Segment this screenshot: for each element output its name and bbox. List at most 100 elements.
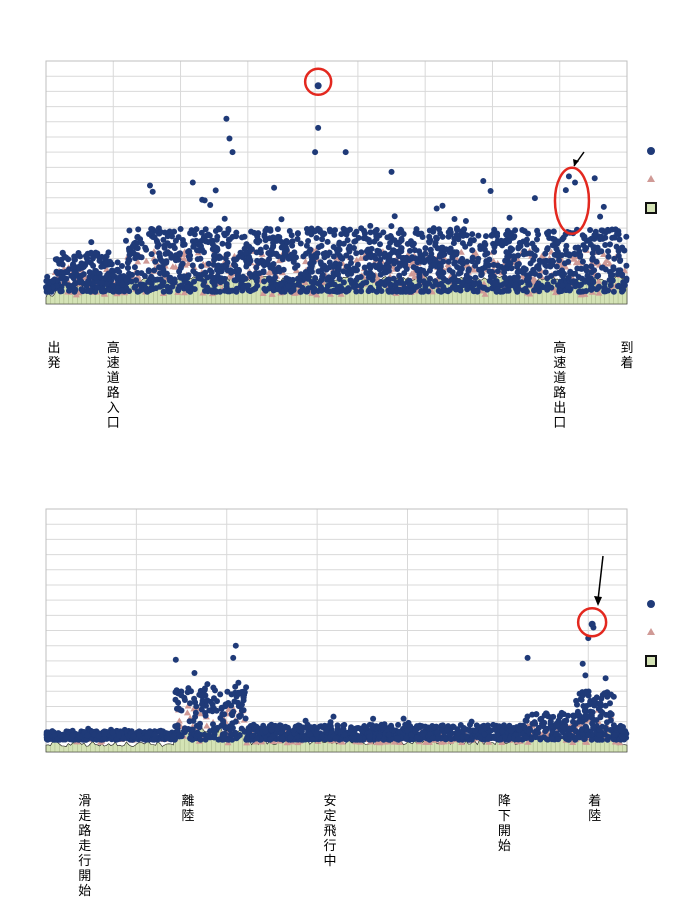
z-axis-point [176, 251, 183, 258]
z-axis-point [221, 230, 228, 237]
z-axis-point [519, 227, 526, 233]
z-axis-point [84, 288, 90, 294]
z-axis-point [395, 721, 402, 728]
z-axis-point [148, 274, 155, 281]
z-axis-point [460, 232, 466, 239]
z-axis-point [386, 256, 393, 263]
z-axis-point [415, 231, 422, 237]
z-axis-point [454, 226, 460, 233]
z-axis-point [367, 265, 374, 272]
z-axis-point [172, 256, 179, 263]
z-axis-point [577, 288, 584, 295]
z-axis-point [234, 273, 241, 280]
z-axis-point [468, 718, 475, 725]
z-axis-point [389, 288, 396, 295]
y-axis-point [103, 265, 111, 272]
z-axis-point [431, 724, 437, 731]
z-axis-point [217, 691, 224, 698]
z-axis-point [404, 727, 411, 734]
z-axis-point [71, 253, 78, 260]
z-axis-point [439, 202, 446, 209]
z-axis-point [522, 285, 529, 292]
z-axis-point [190, 717, 197, 724]
z-axis-point [254, 257, 261, 264]
z-axis-point [191, 278, 197, 285]
z-axis-point [215, 736, 222, 743]
z-axis-point [309, 736, 316, 743]
z-axis-point [156, 253, 163, 260]
z-axis-point [123, 237, 129, 244]
z-axis-point [574, 708, 581, 715]
z-axis-point [252, 285, 259, 292]
z-axis-point [166, 275, 173, 282]
z-axis-point [210, 274, 217, 281]
z-axis-point [253, 264, 260, 271]
z-axis-point [237, 712, 244, 719]
z-axis-point [221, 275, 228, 282]
z-axis-point [49, 728, 56, 735]
z-axis-point [506, 722, 513, 729]
z-axis-point [436, 253, 443, 260]
z-axis-point [433, 234, 439, 241]
z-axis-point [92, 275, 99, 281]
z-axis-point [267, 736, 274, 743]
z-axis-point [483, 233, 489, 240]
z-axis-point [391, 247, 397, 254]
z-axis-point [198, 692, 205, 699]
data-marks [43, 82, 630, 305]
z-axis-point [607, 282, 614, 289]
z-axis-point [188, 285, 195, 292]
z-axis-point [126, 257, 133, 264]
z-axis-point [368, 254, 375, 261]
z-axis-point [229, 149, 236, 156]
z-axis-point [240, 707, 247, 714]
z-axis-point [535, 231, 542, 238]
z-axis-point [531, 287, 537, 294]
z-axis-point [394, 266, 401, 272]
z-axis-point [566, 251, 573, 258]
z-axis-point [619, 734, 626, 741]
z-axis-point [176, 268, 183, 275]
z-axis-point [82, 253, 89, 259]
z-axis-point [481, 731, 488, 738]
z-axis-point [324, 238, 331, 245]
z-axis-point [555, 238, 562, 245]
z-axis-point [315, 124, 322, 131]
z-axis-point [245, 725, 252, 731]
z-axis-point [172, 696, 179, 703]
z-axis-point [321, 722, 328, 729]
z-axis-point [597, 714, 604, 721]
z-axis-point [585, 274, 592, 281]
z-axis-point [223, 115, 230, 122]
z-axis-point [562, 187, 569, 194]
z-axis-point [119, 263, 125, 269]
z-axis-point [466, 728, 473, 734]
event-label: 出発 [47, 341, 60, 371]
z-axis-point [427, 237, 434, 244]
z-axis-point [245, 287, 252, 294]
z-axis-point [340, 279, 347, 286]
z-axis-point [348, 260, 354, 266]
z-axis-point [343, 263, 350, 270]
z-axis-point [201, 686, 208, 693]
z-axis-point [401, 259, 408, 265]
chart-panel-2 [43, 508, 657, 753]
z-axis-point [471, 281, 478, 288]
z-axis-point [77, 277, 83, 284]
z-axis-point [313, 730, 320, 737]
z-axis-point [59, 249, 66, 256]
z-axis-point [491, 248, 498, 255]
z-axis-point [368, 271, 375, 278]
z-axis-point [563, 242, 570, 249]
z-axis-point [602, 675, 609, 682]
y-axis-point [410, 273, 418, 280]
z-axis-point [214, 698, 220, 705]
z-axis-point [315, 268, 322, 275]
z-axis-point [533, 711, 540, 718]
z-axis-point [583, 267, 590, 274]
z-axis-point [306, 731, 313, 738]
z-axis-point [244, 736, 250, 743]
z-axis-point [579, 258, 586, 265]
z-axis-point [265, 250, 272, 256]
z-axis-point [447, 226, 454, 233]
